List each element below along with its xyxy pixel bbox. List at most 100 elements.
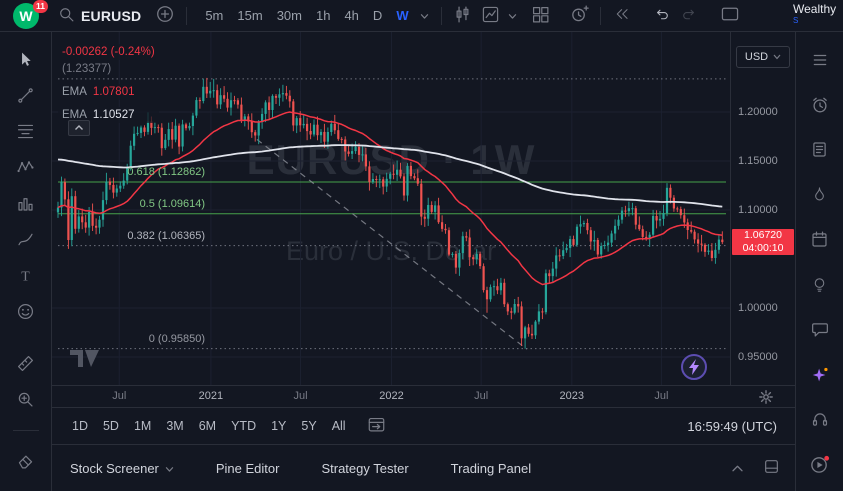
tab-strategy-tester[interactable]: Strategy Tester [321, 461, 408, 476]
broker-logo-button[interactable]: W 11 [0, 0, 52, 32]
brush-icon [16, 230, 35, 252]
emoji-icon [16, 302, 35, 324]
ema-legend-item[interactable]: EMA1.07801 [58, 84, 159, 100]
sidebar-alerts-button[interactable] [805, 95, 835, 117]
create-alert-button[interactable] [565, 2, 593, 30]
sidebar-ai-sparkle-button[interactable] [805, 365, 835, 387]
tab-pine-editor[interactable]: Pine Editor [216, 461, 280, 476]
calendar-icon [810, 230, 829, 252]
goto-date-button[interactable] [365, 414, 388, 438]
tool-text-button[interactable]: T [11, 266, 41, 288]
symbol-label: EURUSD [81, 8, 141, 24]
tool-eraser-button[interactable] [11, 451, 41, 473]
main-area: EURUSD · 1W Euro / U.S. Dollar -0.00262 … [52, 32, 795, 491]
svg-text:T: T [21, 268, 30, 283]
range-all-button[interactable]: All [326, 415, 352, 437]
redo-button[interactable] [676, 2, 704, 30]
last-price-label: 1.06720 04:00:10 [732, 229, 794, 255]
legend-collapse-button[interactable] [68, 120, 90, 136]
fib-level-label[interactable]: 0.618 (1.12862) [55, 166, 205, 178]
range-toolbar: 1D5D1M3M6MYTD1Y5YAll 16:59:49 (UTC) [52, 407, 795, 444]
trading-app: W 11 EURUSD 5m15m30m1h4hDW Wealthy S T [0, 0, 843, 491]
currency-selector[interactable]: USD [736, 46, 790, 68]
price-tick: 1.10000 [738, 204, 778, 216]
range-5y-button[interactable]: 5Y [295, 415, 322, 437]
chart-style-menu-button[interactable] [505, 2, 521, 30]
range-ytd-button[interactable]: YTD [225, 415, 262, 437]
range-1d-button[interactable]: 1D [66, 415, 94, 437]
plus-circle-icon [155, 4, 175, 27]
fib-level-label[interactable]: 0.5 (1.09614) [55, 198, 205, 210]
sidebar-video-button[interactable] [805, 455, 835, 477]
sidebar-ideas-button[interactable] [805, 275, 835, 297]
range-6m-button[interactable]: 6M [193, 415, 222, 437]
price-tick: 1.15000 [738, 155, 778, 167]
compare-add-button[interactable] [151, 2, 179, 30]
timeframe-5m-button[interactable]: 5m [199, 4, 229, 27]
frame-icon [720, 6, 740, 25]
tool-forecast-button[interactable] [11, 194, 41, 216]
chart-style-button[interactable] [477, 2, 505, 30]
tool-xabcd-pattern-button[interactable] [11, 158, 41, 180]
timeframe-4h-button[interactable]: 4h [338, 4, 364, 27]
sidebar-chat-button[interactable] [805, 320, 835, 342]
tool-emoji-button[interactable] [11, 302, 41, 324]
candle-type-button[interactable] [449, 2, 477, 30]
symbol-search-button[interactable]: EURUSD [58, 6, 141, 26]
tab-trading-panel[interactable]: Trading Panel [451, 461, 531, 476]
tool-fib-retracement-button[interactable] [11, 122, 41, 144]
chart-pane[interactable]: EURUSD · 1W Euro / U.S. Dollar -0.00262 … [52, 32, 795, 385]
range-1m-button[interactable]: 1M [128, 415, 157, 437]
chat-icon [810, 320, 830, 342]
measure-icon [16, 354, 35, 376]
chart-style-icon [481, 5, 500, 27]
time-axis[interactable]: Jul2021Jul2022Jul2023Jul [52, 385, 795, 407]
tool-zoom-button[interactable] [11, 390, 41, 412]
chevron-down-icon [420, 8, 429, 23]
fib-level-label[interactable]: 0.382 (1.06365) [55, 230, 205, 242]
undo-button[interactable] [648, 2, 676, 30]
sidebar-calendar-button[interactable] [805, 230, 835, 252]
chevron-up-icon [731, 461, 744, 476]
range-3m-button[interactable]: 3M [160, 415, 189, 437]
tradingview-logo[interactable] [70, 350, 100, 370]
tab-stock-screener[interactable]: Stock Screener [70, 461, 174, 476]
range-5d-button[interactable]: 5D [97, 415, 125, 437]
fullscreen-button[interactable] [716, 2, 744, 30]
tool-trend-line-button[interactable] [11, 86, 41, 108]
timeframe-W-button[interactable]: W [390, 4, 414, 27]
fib-retracement-icon [16, 122, 35, 144]
redo-arrow-icon [680, 6, 699, 26]
drawing-toolbar: T [0, 32, 52, 491]
chart-legend: -0.00262 (-0.24%) (1.23377) EMA1.07801 E… [58, 44, 159, 123]
goto-date-icon [367, 416, 386, 436]
range-1y-button[interactable]: 1Y [265, 415, 292, 437]
xabcd-pattern-icon [16, 158, 35, 180]
replay-icon [613, 6, 631, 25]
price-axis[interactable]: USD 1.200001.150001.100001.000000.95000 … [730, 32, 795, 385]
axis-settings-gear-icon[interactable] [759, 390, 773, 407]
bar-replay-button[interactable] [608, 2, 636, 30]
timeframe-30m-button[interactable]: 30m [271, 4, 308, 27]
sidebar-help-button[interactable] [805, 410, 835, 432]
text-icon: T [16, 266, 35, 288]
sidebar-watchlist-button[interactable] [805, 50, 835, 72]
toolbar-separator [600, 7, 601, 25]
timeframe-menu-button[interactable] [416, 2, 434, 30]
timeframe-15m-button[interactable]: 15m [231, 4, 268, 27]
undo-arrow-icon [652, 6, 671, 26]
fib-level-label[interactable]: 0 (0.95850) [55, 333, 205, 345]
tool-cursor-button[interactable] [11, 50, 41, 72]
brand-label: Wealthy S [793, 3, 841, 27]
quick-action-button[interactable] [681, 354, 707, 380]
tool-measure-button[interactable] [11, 354, 41, 376]
panel-expand-button[interactable] [760, 455, 783, 481]
sidebar-news-button[interactable] [805, 140, 835, 162]
layout-button[interactable] [527, 2, 555, 30]
sidebar-hotlist-button[interactable] [805, 185, 835, 207]
timeframe-1h-button[interactable]: 1h [310, 4, 336, 27]
timeframe-D-button[interactable]: D [367, 4, 388, 27]
tool-brush-button[interactable] [11, 230, 41, 252]
panel-collapse-button[interactable] [727, 457, 748, 480]
lightning-icon [688, 359, 700, 375]
